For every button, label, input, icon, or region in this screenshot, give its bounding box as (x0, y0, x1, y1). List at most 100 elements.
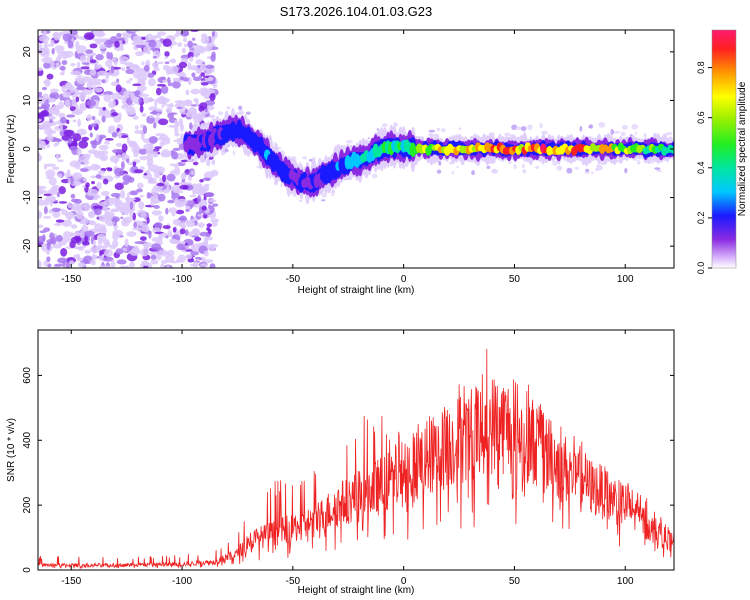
noise-blob (126, 231, 137, 237)
noise-blob (100, 51, 106, 55)
noise-blob (50, 39, 55, 47)
noise-blob (89, 43, 98, 49)
noise-blob (139, 194, 144, 198)
noise-blob (198, 186, 207, 195)
noise-blob (73, 254, 80, 259)
noise-blob (134, 125, 139, 130)
x-tick-label: -150 (61, 576, 81, 587)
noise-blob (48, 209, 53, 214)
noise-blob (102, 205, 109, 212)
noise-blob (98, 265, 105, 268)
noise-blob (206, 226, 211, 231)
noise-blob (91, 140, 97, 149)
noise-blob (146, 192, 151, 199)
noise-blob (197, 195, 202, 203)
noise-blob (56, 192, 61, 198)
noise-blob (129, 77, 133, 81)
noise-blob (203, 250, 209, 257)
noise-blob (238, 105, 243, 111)
noise-blob (167, 112, 175, 119)
noise-blob (117, 130, 122, 139)
noise-blob (66, 169, 71, 176)
noise-blob (62, 91, 71, 98)
noise-blob (70, 224, 78, 229)
noise-blob (69, 85, 76, 94)
noise-blob (104, 249, 113, 257)
noise-blob (206, 223, 213, 228)
noise-blob (156, 61, 164, 64)
noise-blob (81, 136, 90, 141)
noise-blob (121, 181, 130, 185)
noise-blob (166, 106, 173, 115)
noise-blob (156, 83, 167, 87)
noise-blob (471, 170, 475, 176)
noise-blob (381, 123, 388, 127)
noise-blob (55, 234, 63, 242)
noise-blob (93, 196, 98, 201)
noise-blob (63, 231, 72, 240)
noise-blob (189, 122, 193, 130)
noise-blob (574, 166, 580, 170)
noise-blob (155, 166, 165, 174)
noise-blob (656, 169, 663, 173)
noise-blob (72, 119, 77, 123)
noise-blob (208, 114, 216, 119)
noise-blob (110, 192, 122, 198)
noise-blob (147, 181, 158, 184)
noise-blob (552, 160, 558, 167)
noise-blob (138, 96, 142, 104)
noise-blob (199, 102, 208, 110)
noise-blob (38, 187, 44, 195)
noise-blob (666, 131, 673, 136)
noise-blob (46, 195, 57, 203)
noise-blob (42, 30, 47, 37)
noise-blob (192, 186, 196, 196)
chart-title: S173.2026.104.01.03.G23 (280, 4, 433, 19)
noise-blob (118, 112, 122, 121)
noise-blob (83, 202, 91, 212)
noise-blob (174, 103, 182, 108)
noise-blob (45, 169, 56, 178)
noise-blob (112, 229, 124, 237)
noise-blob (111, 132, 118, 138)
noise-blob (204, 192, 215, 198)
noise-blob (91, 180, 95, 185)
noise-blob (58, 32, 64, 36)
noise-blob (321, 192, 327, 198)
noise-blob (200, 72, 206, 77)
noise-blob (189, 219, 196, 222)
noise-blob (132, 161, 137, 167)
noise-blob (161, 98, 168, 106)
noise-blob (70, 193, 76, 199)
noise-blob (102, 256, 114, 262)
noise-blob (101, 79, 106, 84)
noise-blob (67, 201, 72, 209)
noise-blob (168, 207, 178, 214)
noise-blob (138, 93, 150, 97)
noise-blob (143, 172, 148, 176)
noise-blob (196, 46, 206, 54)
noise-blob (185, 208, 190, 212)
noise-blob (205, 44, 213, 51)
noise-blob (205, 64, 215, 69)
noise-blob (174, 126, 179, 135)
noise-blob (331, 189, 336, 194)
noise-blob (93, 30, 103, 37)
noise-blob (70, 70, 82, 76)
noise-blob (345, 140, 353, 144)
noise-blob (515, 126, 522, 130)
noise-blob (165, 265, 170, 268)
noise-blob (539, 123, 543, 129)
noise-blob (116, 154, 122, 159)
noise-blob (146, 217, 150, 224)
noise-blob (38, 112, 47, 117)
noise-blob (579, 125, 583, 132)
noise-blob (174, 182, 180, 186)
noise-blob (187, 62, 192, 70)
noise-blob (184, 109, 188, 114)
noise-blob (139, 236, 147, 241)
noise-blob (436, 127, 441, 132)
noise-blob (38, 139, 44, 148)
noise-blob (220, 149, 226, 156)
noise-blob (135, 44, 146, 49)
